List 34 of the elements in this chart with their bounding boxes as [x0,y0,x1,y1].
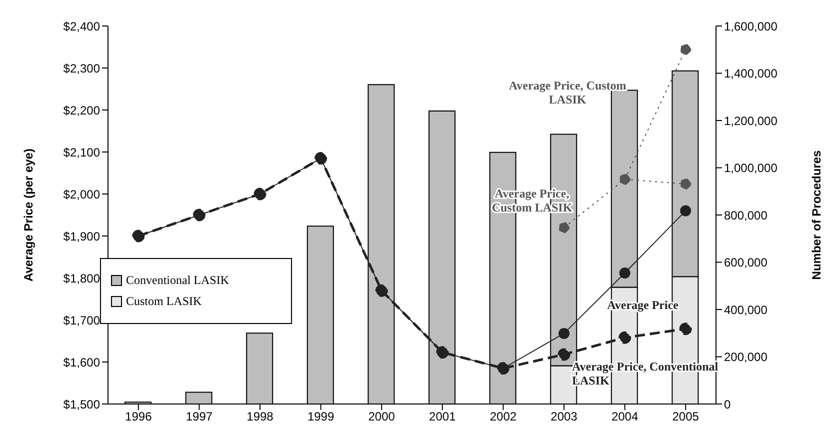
legend-label: Custom LASIK [126,294,202,309]
y-tick-label: $2,000 [63,187,100,202]
y-tick-label: $1,500 [63,397,100,412]
x-tick-label: 1996 [125,410,152,424]
y-axis-title: Average Price (per eye) [21,148,36,282]
y2-tick-label: 1,000,000 [724,161,778,176]
y2-tick-label: 1,200,000 [724,114,778,128]
y-tick-label: $2,400 [63,19,100,34]
x-tick-label: 2004 [611,410,638,424]
y2-tick-label: 800,000 [724,208,768,222]
y-tick-label: $1,800 [63,271,100,286]
x-tick-label: 2000 [368,410,396,424]
y-tick-label: $1,600 [63,355,100,370]
y-tick-label: $2,300 [63,61,100,76]
y-tick-label: $2,100 [63,145,100,160]
y-tick-label: $2,200 [63,103,100,118]
x-tick-label: 1997 [186,410,213,424]
x-tick-label: 2002 [490,410,517,424]
x-tick-label: 2001 [429,410,456,424]
legend-label: Conventional LASIK [126,273,229,288]
y2-tick-label: 1,600,000 [724,19,778,34]
y2-tick-label: 1,400,000 [724,66,778,81]
x-tick-label: 2005 [672,410,700,424]
y-tick-label: $1,700 [63,313,100,328]
y2-tick-label: 0 [724,397,731,412]
x-tick-label: 1998 [246,410,274,424]
y2-tick-label: 600,000 [724,256,768,270]
y-tick-label: $1,900 [63,229,100,244]
y2-tick-label: 400,000 [724,302,768,317]
y2-tick-label: 200,000 [724,350,768,364]
x-tick-label: 1999 [307,410,334,424]
x-tick-label: 2003 [550,410,578,424]
text: Average Price, Custom LASIK [508,78,626,107]
y2-axis-title: Number of Procedures [809,150,824,280]
